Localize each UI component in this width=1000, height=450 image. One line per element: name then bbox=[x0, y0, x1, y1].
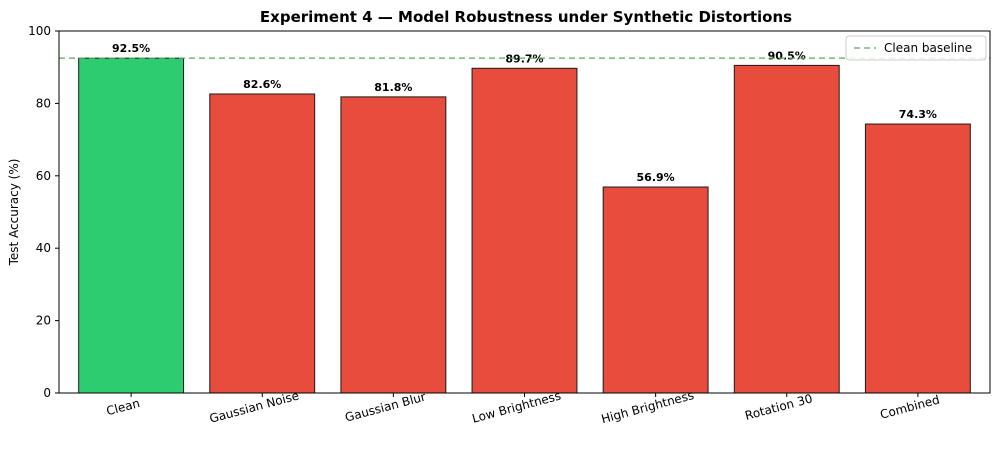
y-tick-label-60: 60 bbox=[36, 169, 51, 183]
x-tick-label-2: Gaussian Noise bbox=[208, 388, 301, 425]
x-tick-label-4: Low Brightness bbox=[471, 389, 563, 426]
x-tick-label-1: Clean bbox=[105, 396, 142, 418]
bar-3 bbox=[340, 96, 447, 394]
bar-6 bbox=[733, 64, 840, 394]
y-axis-label: Test Accuracy (%) bbox=[7, 159, 21, 267]
plot-frame bbox=[58, 30, 991, 394]
y-tick-label-20: 20 bbox=[36, 314, 51, 328]
legend-box bbox=[845, 35, 987, 61]
y-tick-label-80: 80 bbox=[36, 96, 51, 110]
chart-title: Experiment 4 — Model Robustness under Sy… bbox=[260, 8, 792, 26]
x-tick-label-6: Rotation 30 bbox=[743, 391, 814, 422]
data-label-2: 82.6% bbox=[243, 78, 281, 91]
data-label-7: 74.3% bbox=[899, 108, 937, 121]
data-label-6: 90.5% bbox=[768, 49, 806, 62]
y-tick-label-100: 100 bbox=[28, 24, 51, 38]
bar-2 bbox=[209, 93, 316, 394]
x-tick-label-7: Combined bbox=[879, 392, 942, 421]
y-axis: 0 20 40 60 80 100 bbox=[28, 24, 59, 400]
x-tick-label-3: Gaussian Blur bbox=[343, 390, 427, 425]
x-axis: Clean Gaussian Noise Gaussian Blur Low Brig… bbox=[105, 388, 941, 426]
y-tick-label-40: 40 bbox=[36, 241, 51, 255]
bar-1 bbox=[78, 57, 185, 394]
legend: Clean baseline bbox=[845, 35, 987, 61]
bars-group: 92.5%82.6% 81.8%89.7%56.9%90.5%74.3% bbox=[78, 42, 971, 394]
y-tick-label-0: 0 bbox=[43, 386, 51, 400]
x-tick-label-5: High Brightness bbox=[600, 388, 696, 426]
legend-baseline-label: Clean baseline bbox=[884, 41, 972, 55]
bar-4 bbox=[471, 67, 578, 394]
data-label-5: 56.9% bbox=[637, 171, 675, 184]
bar-7 bbox=[864, 123, 971, 394]
data-label-1: 92.5% bbox=[112, 42, 150, 55]
data-label-3: 81.8% bbox=[374, 81, 412, 94]
bar-5 bbox=[602, 186, 709, 394]
